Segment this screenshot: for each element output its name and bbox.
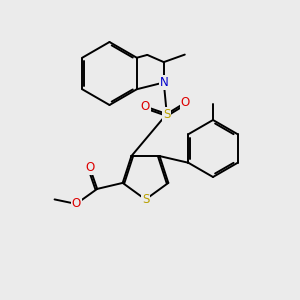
Text: N: N	[159, 76, 168, 89]
Text: S: S	[163, 107, 170, 121]
Text: O: O	[181, 96, 190, 109]
Text: O: O	[141, 100, 150, 113]
Text: S: S	[142, 193, 149, 206]
Text: O: O	[85, 161, 94, 174]
Text: O: O	[71, 197, 81, 210]
